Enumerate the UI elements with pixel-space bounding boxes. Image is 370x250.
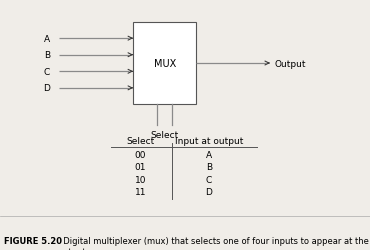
Text: MUX: MUX	[154, 59, 176, 69]
Text: Output: Output	[275, 59, 306, 68]
Text: 11: 11	[135, 187, 147, 196]
Text: A: A	[44, 34, 50, 43]
Text: Select: Select	[151, 130, 179, 140]
Text: 01: 01	[135, 163, 147, 172]
Bar	[133, 22, 196, 105]
Text: D: D	[43, 84, 50, 93]
Text: C: C	[44, 68, 50, 76]
Text: A: A	[206, 151, 212, 160]
Text: B: B	[44, 51, 50, 60]
Text: B: B	[206, 163, 212, 172]
Text: Select: Select	[127, 136, 155, 145]
Text: C: C	[206, 175, 212, 184]
Text: FIGURE 5.20: FIGURE 5.20	[4, 236, 62, 245]
Text: Input at output: Input at output	[175, 136, 243, 145]
Text: 00: 00	[135, 151, 147, 160]
Text: D: D	[206, 187, 212, 196]
Text: Digital multiplexer (mux) that selects one of four inputs to appear at the singl: Digital multiplexer (mux) that selects o…	[58, 236, 370, 250]
Text: 10: 10	[135, 175, 147, 184]
